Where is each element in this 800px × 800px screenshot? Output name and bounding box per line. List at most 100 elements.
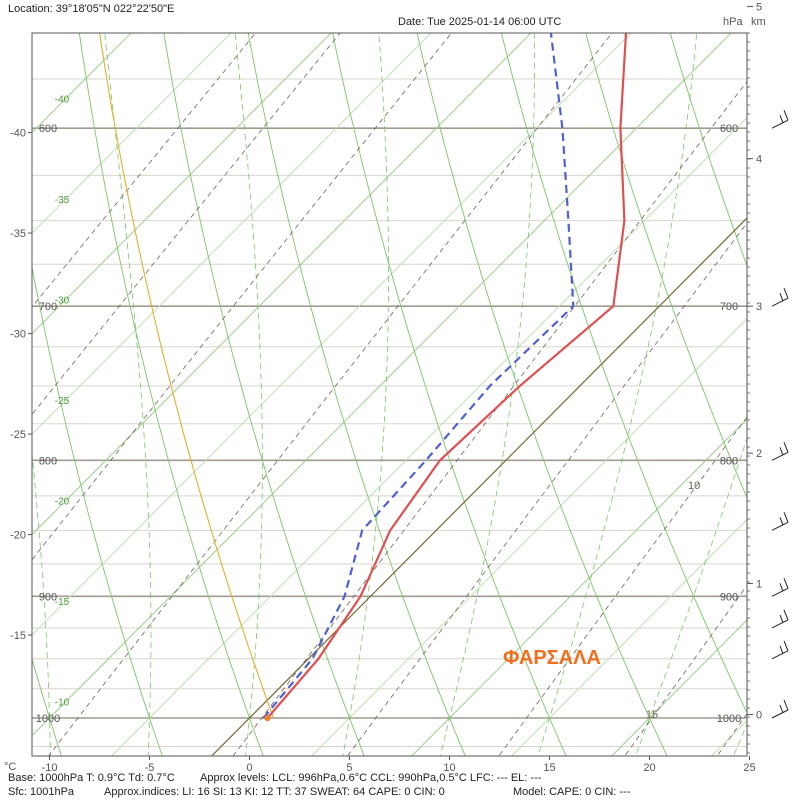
wind-barb-flag	[783, 442, 789, 453]
degc-unit: °C	[4, 761, 17, 773]
moist-adiabat-line	[234, 33, 263, 756]
wind-barb-flag	[779, 293, 784, 302]
wind-barb	[771, 609, 789, 629]
chart-labels: 4004005005006006007007008008009009001000…	[36, 94, 741, 725]
sounding-profiles	[262, 33, 628, 722]
pressure-label-left: 600	[39, 123, 57, 135]
date-text: Date: Tue 2025-01-14 06:00 UTC	[398, 16, 562, 28]
wind-barb-flag	[779, 645, 784, 654]
isotherm-label: -10	[55, 697, 70, 708]
x-tick-label: -5	[145, 762, 155, 774]
wind-barb-flag	[779, 614, 784, 624]
dry-adiabat-line	[247, 33, 466, 756]
wind-barb-flag	[779, 583, 784, 592]
isotherm-label: -25	[55, 396, 70, 407]
footer-sfc: Sfc: 1001hPa	[8, 786, 75, 798]
location-text: Location: 39°18'05"N 022°22'50"E	[8, 3, 175, 15]
mixing-ratio-label: 10	[688, 480, 700, 492]
mixing-ratio-line	[232, 80, 747, 756]
wind-barb-flag	[779, 447, 784, 456]
x-tick-label: -10	[42, 762, 58, 774]
moist-adiabat-line	[439, 33, 535, 756]
wind-barb-staff	[771, 297, 789, 307]
parcel-start-marker	[264, 714, 271, 722]
isotherm-label: -15	[55, 597, 70, 608]
wind-barb	[771, 512, 789, 531]
isotherm-label: -35	[55, 195, 70, 206]
pressure-label-right: 700	[720, 301, 738, 313]
dry-adiabat-line	[163, 33, 365, 756]
isotherm-label: -30	[55, 295, 70, 306]
pressure-label-left: 800	[39, 455, 57, 467]
km-tick-label: 3	[756, 301, 762, 313]
wind-barb-staff	[771, 709, 789, 719]
km-tick-label: 1	[756, 578, 762, 590]
km-tick-label: 2	[756, 448, 762, 460]
pressure-label-right: 900	[720, 591, 738, 603]
footer-indices: Approx.indices: LI: 16 SI: 13 KI: 12 TT:…	[104, 786, 445, 798]
wind-barb-flag	[783, 609, 789, 621]
y-tick-label: -20	[10, 530, 26, 542]
wind-barb-flag	[783, 640, 789, 651]
isotherm-line	[410, 418, 747, 756]
wind-barb	[771, 110, 789, 129]
y-tick-label: -40	[10, 128, 26, 140]
y-tick-label: -25	[10, 429, 26, 441]
dewpoint-profile	[262, 33, 575, 719]
zero-isotherm-line	[210, 217, 747, 756]
pressure-label-left: 900	[39, 591, 57, 603]
mixing-ratio-line	[347, 222, 747, 756]
plot-frame	[31, 32, 748, 757]
pressure-label-left: 1000	[36, 713, 60, 725]
wind-barb	[771, 640, 789, 660]
wind-barb	[771, 287, 789, 307]
dry-adiabat-line	[32, 657, 62, 756]
parcel-curve	[99, 33, 275, 719]
km-unit: km	[751, 16, 766, 28]
dry-adiabat-line	[78, 33, 264, 756]
wind-barb-flag	[779, 704, 784, 714]
wind-barb-flag	[783, 512, 789, 523]
y-tick-label: -15	[10, 630, 26, 642]
km-tick-label: 4	[756, 154, 762, 166]
moist-adiabat-line	[104, 33, 152, 756]
wind-barb-staff	[771, 619, 789, 629]
wind-barb-flag	[779, 517, 784, 526]
x-tick-label: 10	[443, 762, 455, 774]
km-tick-label: 0	[756, 710, 762, 722]
wind-barb	[771, 442, 789, 461]
x-tick-label: 15	[543, 762, 555, 774]
moist-adiabat-line	[342, 33, 389, 756]
pressure-label-right: 1000	[717, 713, 741, 725]
footer-base: Base: 1000hPa T: 0.9°C Td: 0.7°C	[8, 772, 175, 784]
wind-barb-staff	[771, 451, 789, 461]
x-tick-label: 25	[743, 762, 755, 774]
wind-barb-flag	[783, 578, 789, 589]
pressure-label-right: 800	[720, 455, 738, 467]
dry-adiabat-line	[500, 33, 747, 714]
wind-barb-staff	[771, 650, 789, 660]
isotherm-label: -20	[55, 496, 70, 507]
pressure-label-left: 700	[39, 301, 57, 313]
dry-adiabat-line	[416, 33, 668, 756]
wind-barb-staff	[771, 119, 789, 129]
wind-barb-flag	[783, 699, 789, 711]
temperature-profile	[266, 33, 628, 719]
wind-barb-flag	[783, 287, 789, 299]
pressure-label-right: 600	[720, 123, 738, 135]
wind-barb-flag	[779, 115, 784, 124]
wind-barb	[771, 699, 789, 719]
x-tick-label: 0	[246, 762, 252, 774]
footer-model: Model: CAPE: 0 CIN: ---	[513, 786, 631, 798]
